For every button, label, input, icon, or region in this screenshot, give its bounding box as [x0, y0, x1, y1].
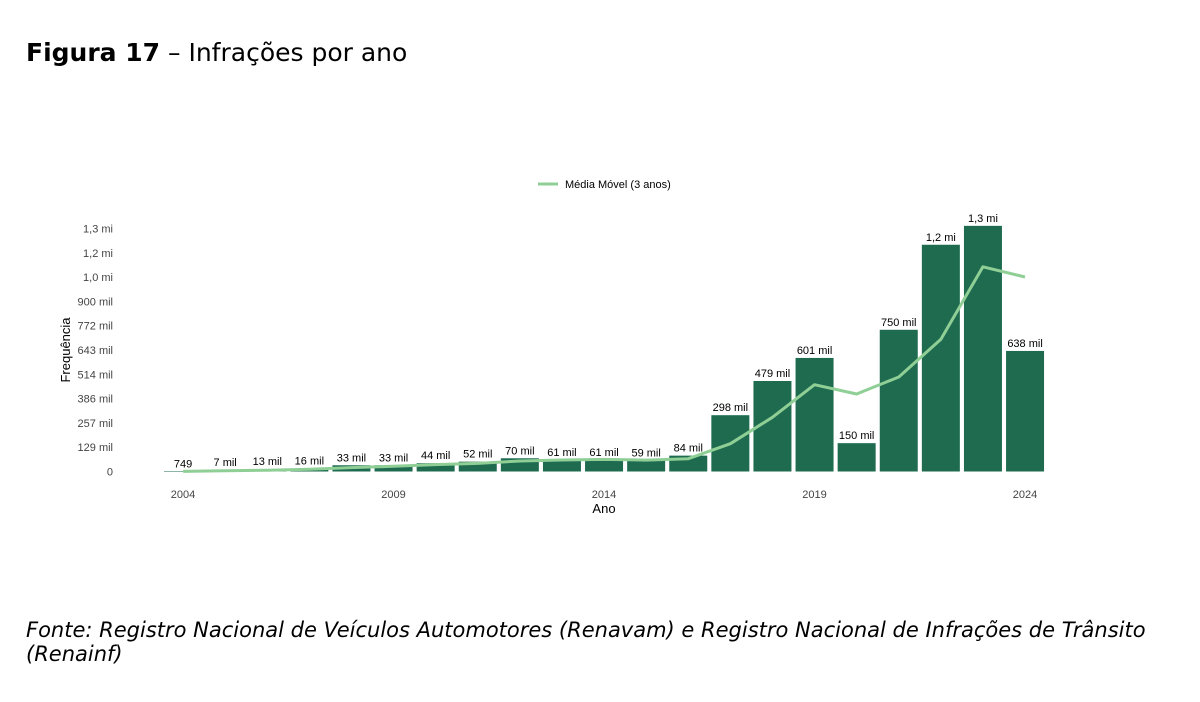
bar-data-label: 84 mil	[674, 443, 703, 455]
x-tick-label: 2009	[381, 489, 405, 501]
x-axis: 2004 2009 2014 2019 2024	[171, 489, 1037, 501]
bar-data-label: 16 mil	[295, 455, 324, 467]
figure-title-text: Infrações por ano	[188, 38, 408, 67]
y-axis: 0 129 mil 257 mil 386 mil 514 mil 643 mil 772 …	[78, 224, 113, 479]
bar	[837, 443, 876, 472]
y-tick-label: 257 mil	[78, 418, 113, 430]
bar	[963, 225, 1002, 472]
bar-data-label: 61 mil	[547, 447, 576, 459]
bar	[879, 329, 918, 472]
bar	[164, 471, 203, 472]
bar-data-label: 750 mil	[881, 317, 916, 329]
bar	[458, 461, 497, 472]
bar-data-label: 150 mil	[839, 430, 874, 442]
y-tick-label: 386 mil	[78, 394, 113, 406]
bar-data-label: 1,3 mi	[968, 213, 998, 225]
x-axis-title: Ano	[592, 501, 615, 516]
bar-data-label: 52 mil	[463, 449, 492, 461]
y-tick-label: 129 mil	[78, 442, 113, 454]
figure-label: Figura 17	[26, 38, 161, 67]
bar-data-label: 61 mil	[589, 447, 618, 459]
bar-data-label: 44 mil	[421, 450, 450, 462]
y-tick-label: 1,2 mi	[83, 248, 113, 260]
x-tick-label: 2014	[592, 489, 616, 501]
bar	[1006, 350, 1045, 472]
y-tick-label: 643 mil	[78, 345, 113, 357]
bar-data-label: 1,2 mi	[926, 232, 956, 244]
x-tick-label: 2019	[802, 489, 826, 501]
y-tick-label: 772 mil	[78, 321, 113, 333]
bar-data-label: 7 mil	[214, 457, 237, 469]
chart-legend: Média Móvel (3 anos)	[538, 179, 671, 191]
bar	[795, 357, 834, 472]
bar-data-label: 13 mil	[253, 456, 282, 468]
moving-average-line	[183, 265, 1026, 473]
bar-data-label: 33 mil	[379, 452, 408, 464]
bar-data-label: 59 mil	[631, 447, 660, 459]
bar	[374, 465, 413, 472]
y-tick-label: 900 mil	[78, 296, 113, 308]
bar	[921, 244, 960, 472]
bar-data-label: 638 mil	[1007, 338, 1042, 350]
x-tick-label: 2004	[171, 489, 195, 501]
bar-data-label: 479 mil	[755, 368, 790, 380]
figure-title: Figura 17 – Infrações por ano	[26, 38, 407, 67]
legend-label: Média Móvel (3 anos)	[565, 179, 671, 191]
moving-average-series	[183, 265, 1026, 473]
bars	[164, 225, 1045, 472]
bar-data-label: 70 mil	[505, 445, 534, 457]
bar	[416, 463, 455, 472]
y-tick-label: 1,0 mi	[83, 272, 113, 284]
y-tick-label: 0	[107, 467, 113, 479]
bar-data-label: 601 mil	[797, 345, 832, 357]
bar-data-label: 33 mil	[337, 452, 366, 464]
figure-title-separator: –	[160, 38, 189, 67]
x-tick-label: 2024	[1013, 489, 1037, 501]
bar	[627, 460, 666, 472]
bar-data-labels: 749 7 mil 13 mil 16 mil 33 mil 33 mil 44 mil 52…	[174, 213, 1043, 471]
bar	[542, 459, 581, 472]
figure-source: Fonte: Registro Nacional de Veículos Aut…	[26, 618, 1146, 666]
y-tick-label: 514 mil	[78, 369, 113, 381]
bar	[585, 459, 624, 472]
bar-data-label: 749	[174, 458, 192, 470]
bar-data-label: 298 mil	[713, 402, 748, 414]
y-axis-title: Frequência	[58, 317, 73, 383]
y-tick-label: 1,3 mi	[83, 224, 113, 236]
